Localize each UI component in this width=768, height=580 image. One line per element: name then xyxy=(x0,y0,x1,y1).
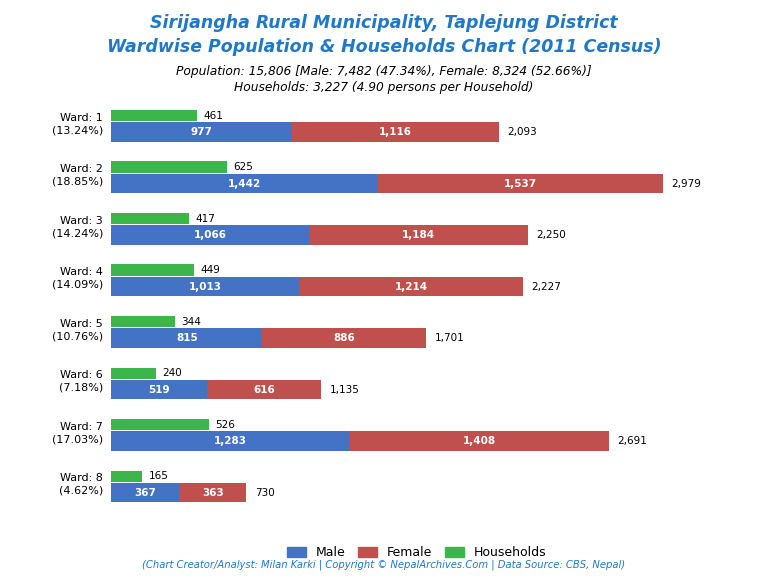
Bar xyxy=(111,226,309,245)
Text: 2,227: 2,227 xyxy=(531,282,561,292)
Text: 2,250: 2,250 xyxy=(536,230,566,240)
Text: Sirijangha Rural Municipality, Taplejung District: Sirijangha Rural Municipality, Taplejung… xyxy=(151,14,617,32)
Text: 1,116: 1,116 xyxy=(379,127,412,137)
Text: 417: 417 xyxy=(195,213,215,224)
Bar xyxy=(207,380,321,400)
Text: 344: 344 xyxy=(181,317,201,327)
Text: Population: 15,806 [Male: 7,482 (47.34%), Female: 8,324 (52.66%)]: Population: 15,806 [Male: 7,482 (47.34%)… xyxy=(176,65,592,78)
Text: 1,442: 1,442 xyxy=(228,179,261,188)
Text: 1,135: 1,135 xyxy=(329,385,359,394)
Text: 2,691: 2,691 xyxy=(617,436,647,446)
Text: (Chart Creator/Analyst: Milan Karki | Copyright © NepalArchives.Com | Data Sourc: (Chart Creator/Analyst: Milan Karki | Co… xyxy=(142,559,626,570)
Bar xyxy=(111,174,378,193)
Bar xyxy=(111,380,207,400)
Bar xyxy=(262,328,426,348)
Bar xyxy=(299,277,524,296)
Bar xyxy=(309,226,528,245)
Text: 367: 367 xyxy=(134,488,156,498)
Text: 1,537: 1,537 xyxy=(504,179,537,188)
Bar xyxy=(179,483,247,502)
Text: 730: 730 xyxy=(255,488,274,498)
Bar xyxy=(111,110,197,121)
Bar xyxy=(111,419,209,430)
Bar xyxy=(111,368,156,379)
Text: 886: 886 xyxy=(333,333,355,343)
Text: 1,066: 1,066 xyxy=(194,230,227,240)
Bar xyxy=(111,277,299,296)
Text: 2,093: 2,093 xyxy=(507,127,537,137)
Text: 526: 526 xyxy=(215,420,235,430)
Bar xyxy=(111,264,194,276)
Bar xyxy=(349,432,609,451)
Bar xyxy=(111,328,262,348)
Text: 815: 815 xyxy=(176,333,197,343)
Bar xyxy=(111,483,179,502)
Text: 363: 363 xyxy=(202,488,223,498)
Text: 1,184: 1,184 xyxy=(402,230,435,240)
Bar xyxy=(111,316,175,327)
Text: 1,013: 1,013 xyxy=(189,282,222,292)
Text: 240: 240 xyxy=(162,368,182,378)
Bar xyxy=(111,470,142,482)
Text: 625: 625 xyxy=(233,162,253,172)
Bar xyxy=(378,174,663,193)
Bar xyxy=(111,122,292,142)
Text: 165: 165 xyxy=(148,471,168,481)
Text: 616: 616 xyxy=(253,385,275,394)
Text: 1,408: 1,408 xyxy=(462,436,495,446)
Text: 1,701: 1,701 xyxy=(435,333,464,343)
Bar xyxy=(111,161,227,173)
Text: 1,214: 1,214 xyxy=(395,282,428,292)
Bar xyxy=(111,432,349,451)
Bar xyxy=(292,122,498,142)
Text: 519: 519 xyxy=(148,385,170,394)
Text: 449: 449 xyxy=(201,265,220,275)
Text: Wardwise Population & Households Chart (2011 Census): Wardwise Population & Households Chart (… xyxy=(107,38,661,56)
Legend: Male, Female, Households: Male, Female, Households xyxy=(282,541,551,564)
Text: 977: 977 xyxy=(190,127,213,137)
Text: 2,979: 2,979 xyxy=(671,179,700,188)
Text: Households: 3,227 (4.90 persons per Household): Households: 3,227 (4.90 persons per Hous… xyxy=(234,81,534,94)
Text: 1,283: 1,283 xyxy=(214,436,247,446)
Bar xyxy=(111,213,188,224)
Text: 461: 461 xyxy=(203,111,223,121)
